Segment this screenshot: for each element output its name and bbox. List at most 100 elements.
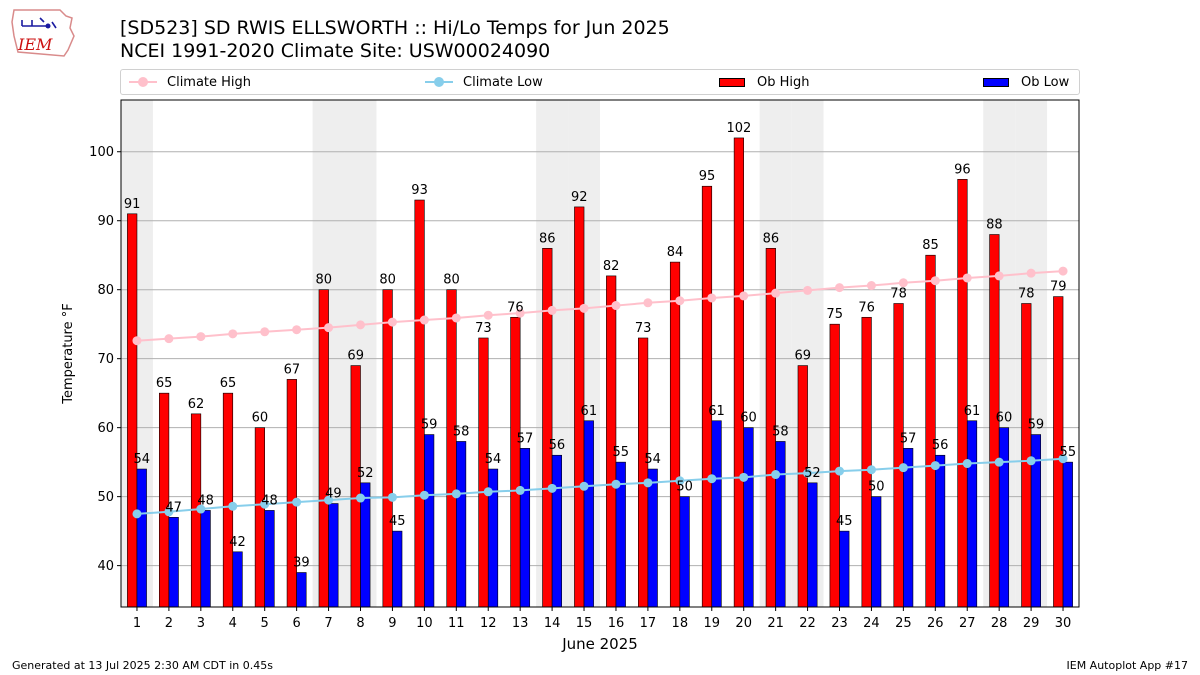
y-axis-label: Temperature °F: [61, 303, 76, 404]
x-tick-label: 12: [480, 616, 497, 631]
ob-low-bar: [903, 448, 914, 608]
climate-low-point: [930, 461, 940, 471]
climate-low-point: [866, 465, 876, 475]
ob-high-bar: [1021, 303, 1032, 608]
ob-low-data-label: 54: [133, 452, 150, 467]
x-tick-label: 20: [735, 616, 752, 631]
climate-low-point: [611, 479, 621, 489]
climate-low-point: [196, 504, 206, 514]
ob-high-data-label: 92: [571, 190, 588, 205]
ob-high-bar: [254, 427, 265, 608]
ob-low-bar: [232, 551, 243, 608]
climate-high-point: [898, 278, 908, 288]
x-tick-label: 25: [895, 616, 912, 631]
ob-low-bar: [455, 441, 467, 608]
climate-high-line: [136, 270, 1064, 342]
ob-high-data-label: 75: [826, 307, 843, 322]
x-tick-label: 26: [927, 616, 944, 631]
climate-low-point: [356, 493, 365, 503]
climate-high-point: [739, 291, 749, 301]
y-tick-label: 70: [97, 352, 114, 367]
chart-legend: Climate High Climate Low Ob High Ob Low: [120, 69, 1080, 95]
climate-high-point: [643, 298, 653, 308]
x-tick-label: 21: [767, 616, 784, 631]
logo-text: IEM: [17, 35, 53, 54]
x-axis-label: June 2025: [561, 635, 638, 653]
ob-high-bar: [510, 316, 521, 608]
ob-low-data-label: 60: [996, 411, 1013, 426]
iem-logo: IEM: [11, 9, 75, 57]
ob-high-bar: [797, 365, 808, 608]
x-tick-label: 1: [133, 616, 141, 631]
ob-low-bar: [519, 448, 531, 608]
ob-low-bar: [168, 517, 179, 608]
ob-high-data-label: 86: [539, 231, 556, 246]
x-tick-label: 18: [672, 616, 689, 631]
ob-low-data-label: 47: [165, 500, 182, 515]
ob-high-bar: [414, 199, 425, 608]
ob-high-data-label: 88: [986, 218, 1003, 233]
x-tick-label: 28: [991, 616, 1008, 631]
climate-high-point: [866, 281, 876, 291]
ob-high-bar: [957, 179, 968, 608]
ob-low-swatch: [983, 77, 1009, 87]
ob-low-bar: [966, 420, 978, 608]
climate-high-point: [356, 320, 365, 330]
x-tick-label: 19: [703, 616, 720, 631]
ob-high-bar: [446, 289, 457, 608]
ob-low-data-label: 42: [229, 535, 246, 550]
climate-low-point: [483, 487, 493, 497]
climate-low-point: [292, 497, 302, 507]
climate-high-point: [771, 288, 781, 298]
ob-low-bar: [934, 454, 946, 608]
climate-low-point: [579, 481, 589, 491]
ob-high-bar: [893, 303, 904, 608]
ob-high-data-label: 62: [188, 397, 205, 412]
ob-high-bar: [478, 337, 489, 608]
climate-high-point: [707, 293, 717, 303]
x-tick-label: 14: [544, 616, 561, 631]
ob-high-data-label: 78: [1018, 286, 1035, 301]
ob-low-bar: [839, 530, 850, 608]
ob-high-data-label: 73: [635, 321, 652, 336]
ob-high-data-label: 102: [726, 121, 751, 136]
climate-high-point: [419, 315, 429, 325]
legend-ob-high: Ob High: [719, 70, 810, 94]
ob-low-bar: [998, 427, 1010, 608]
ob-low-bar: [711, 420, 722, 608]
ob-low-data-label: 49: [325, 487, 342, 502]
x-tick-label: 7: [324, 616, 332, 631]
climate-low-point: [739, 472, 749, 482]
climate-low-point: [260, 499, 270, 509]
ob-high-bar: [318, 289, 329, 608]
ob-low-data-label: 61: [581, 404, 598, 419]
generated-note: Generated at 13 Jul 2025 2:30 AM CDT in …: [12, 659, 273, 672]
ob-high-data-label: 96: [954, 162, 971, 177]
ob-low-bar: [136, 468, 147, 608]
x-tick-label: 11: [448, 616, 465, 631]
ob-high-bar: [925, 254, 936, 608]
climate-high-point: [483, 310, 493, 320]
climate-low-point: [803, 468, 813, 478]
ob-high-data-label: 76: [858, 300, 875, 315]
climate-high-point: [387, 317, 397, 327]
x-tick-label: 30: [1055, 616, 1072, 631]
ob-low-data-label: 54: [644, 452, 661, 467]
x-tick-label: 15: [576, 616, 593, 631]
ob-low-data-label: 60: [740, 411, 757, 426]
x-tick-label: 10: [416, 616, 433, 631]
ob-high-data-label: 67: [284, 362, 301, 377]
ob-high-data-label: 79: [1050, 280, 1067, 295]
y-tick-label: 50: [97, 490, 114, 505]
ob-high-data-label: 80: [443, 273, 460, 288]
climate-low-point: [1058, 454, 1068, 464]
x-tick-label: 13: [512, 616, 529, 631]
ob-high-bar: [350, 365, 361, 608]
ob-high-data-label: 84: [667, 245, 684, 260]
legend-climate-high: Climate High: [129, 70, 251, 94]
ob-high-bar: [669, 261, 681, 608]
x-tick-label: 8: [356, 616, 364, 631]
ob-low-data-label: 57: [900, 431, 917, 446]
climate-high-point: [1058, 266, 1068, 276]
ob-high-bar: [638, 337, 649, 608]
